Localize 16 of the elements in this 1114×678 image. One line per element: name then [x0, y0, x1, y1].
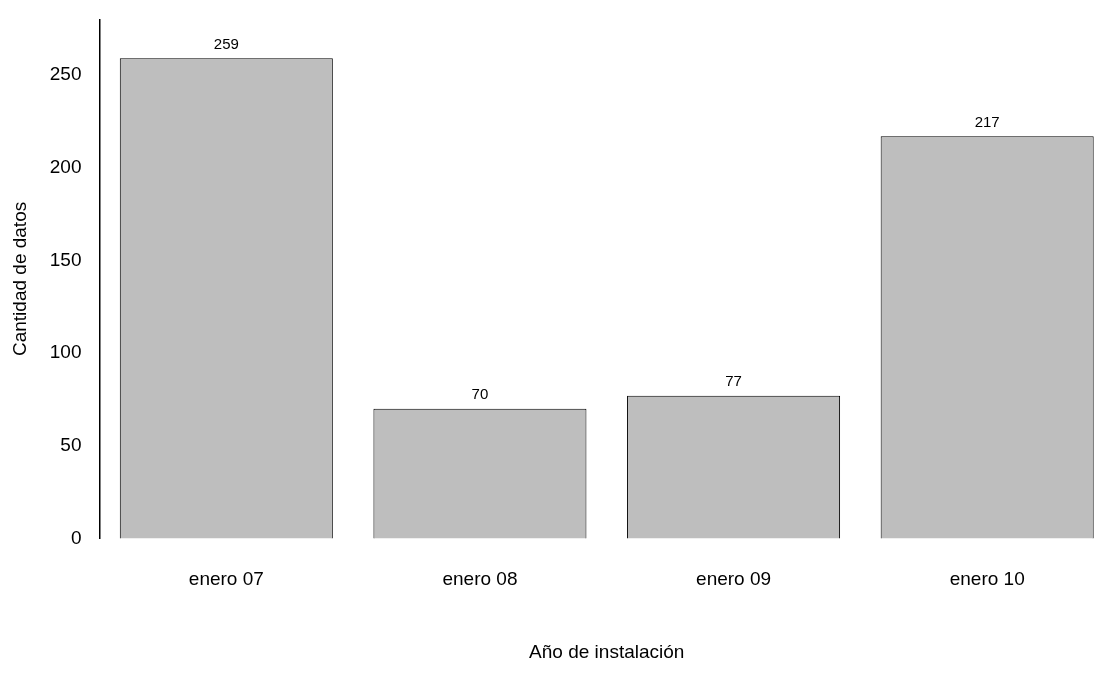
y-axis-title: Cantidad de datos	[8, 201, 30, 357]
x-axis-title: Año de instalación	[529, 640, 685, 662]
y-tick-label: 200	[49, 155, 82, 177]
y-tick-label: 150	[49, 248, 82, 270]
y-tick-label: 50	[60, 433, 82, 455]
y-tick-label: 100	[49, 341, 82, 363]
data-label: 70	[471, 385, 489, 403]
x-tick-label: enero 10	[949, 568, 1025, 590]
data-label: 259	[213, 34, 239, 52]
y-tick-label: 250	[49, 63, 82, 85]
x-tick-label: enero 07	[188, 568, 264, 590]
x-tick-label: enero 08	[442, 568, 518, 590]
data-label: 217	[974, 112, 1000, 130]
data-label: 77	[725, 372, 742, 390]
x-tick-label: enero 09	[696, 568, 772, 590]
y-tick-label: 0	[70, 526, 82, 548]
